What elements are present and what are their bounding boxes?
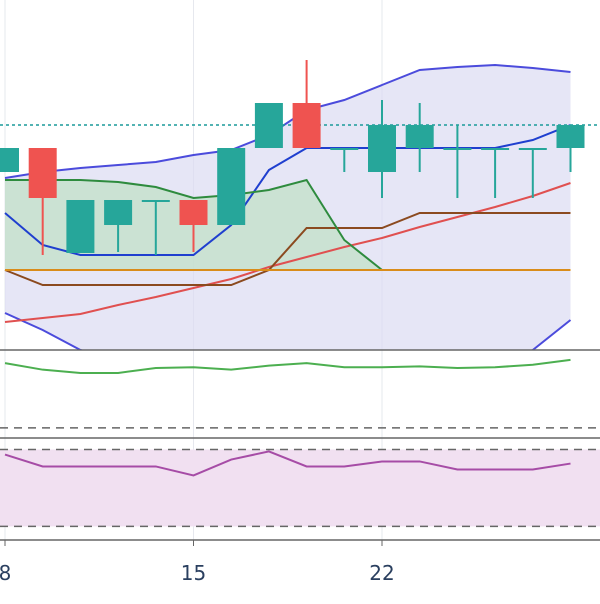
series-line [4,358,571,374]
candle-body [141,200,170,202]
candle-body [28,148,57,198]
oscillator-panel [0,358,600,429]
price-panel [0,60,600,350]
candle-body [330,148,359,150]
level-band [0,449,600,527]
x-tick-label: 15 [181,561,206,585]
candle-body [556,125,585,148]
candle-body [104,200,133,225]
candle-body [405,125,434,148]
series-line [5,178,383,271]
candle-body [518,148,547,150]
candle-body [217,148,246,225]
series-line [4,212,571,286]
candle-body [481,148,510,150]
candle-body [292,103,321,148]
candle-body [66,200,95,253]
candle-body [179,200,208,225]
x-tick-label: 8 [0,561,11,585]
candle-body [443,148,472,150]
series-line [4,450,571,477]
candle-body [0,148,19,172]
x-tick-label: 22 [369,561,394,585]
candle-body [254,103,283,148]
rsi-panel [0,448,600,528]
series-line [4,63,571,179]
series-line [4,124,571,256]
candle-body [368,125,396,172]
